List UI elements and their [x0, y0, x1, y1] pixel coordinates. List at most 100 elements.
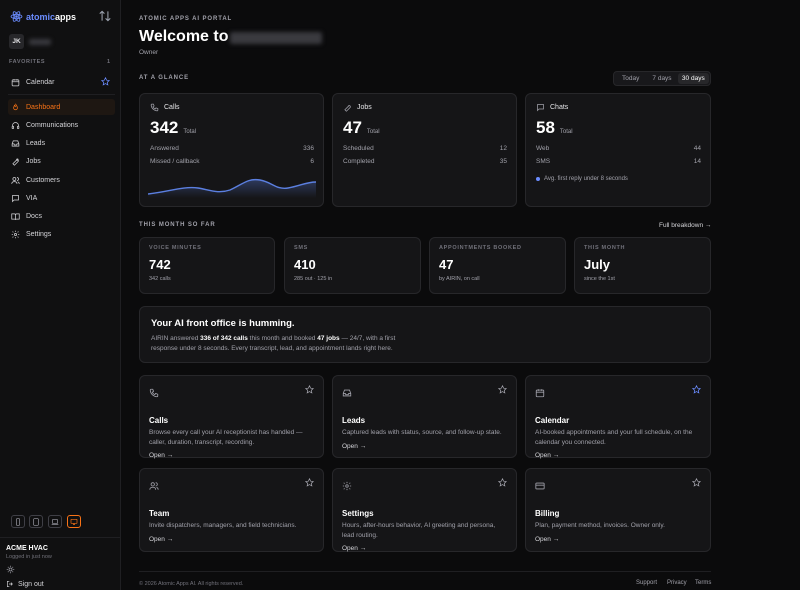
sun-icon[interactable]	[6, 565, 15, 574]
inbox-icon	[11, 140, 20, 146]
sidebar-item-jobs[interactable]: Jobs	[8, 153, 115, 169]
favorites-label: FAVORITES	[9, 59, 46, 65]
footer-link-support[interactable]: Support	[636, 580, 658, 586]
month-label: THIS MONTH SO FAR	[139, 222, 216, 228]
sidebar-item-dashboard[interactable]: Dashboard	[8, 99, 115, 115]
calls-total-value: 342	[150, 118, 179, 137]
feature-open-link[interactable]: Open →	[535, 535, 560, 543]
feature-desc: Invite dispatchers, managers, and field …	[149, 521, 314, 531]
feature-desc: Captured leads with status, source, and …	[342, 428, 507, 438]
feature-open-link[interactable]: Open →	[149, 535, 174, 543]
feature-desc-line: Plan, payment method, invoices. Owner on…	[535, 522, 665, 529]
range-7days-tab[interactable]: 7 days	[652, 75, 672, 82]
sidebar-item-label: Leads	[26, 139, 46, 147]
book-icon	[11, 213, 20, 220]
sidebar-item-communications[interactable]: Communications	[8, 117, 115, 133]
account-status: Logged in just now	[6, 554, 52, 560]
feature-card-team[interactable]: Team Invite dispatchers, managers, and f…	[139, 468, 324, 552]
row-label: Answered	[150, 145, 179, 152]
feature-desc-line: caller, duration, transcript, recording.	[149, 438, 255, 446]
month-card-value: 742	[149, 257, 171, 272]
feature-card-settings[interactable]: Settings Hours, after-hours behavior, AI…	[332, 468, 517, 552]
star-icon[interactable]	[305, 478, 314, 487]
feature-desc-line: Browse every call your AI receptionist h…	[149, 429, 303, 436]
feature-open-link[interactable]: Open →	[149, 452, 174, 459]
calls-total: 342 Total	[150, 118, 196, 138]
feature-title: Leads	[342, 416, 366, 425]
star-icon[interactable]	[101, 77, 110, 86]
feature-card-leads[interactable]: Leads Captured leads with status, source…	[332, 375, 517, 458]
feature-title: Calls	[149, 416, 169, 425]
status-dot-icon	[536, 177, 540, 181]
row-value: 44	[693, 145, 701, 152]
feature-desc: Browse every call your AI receptionist h…	[149, 428, 314, 447]
feature-desc-line: AI-booked appointments and your full sch…	[535, 429, 693, 436]
feature-card-calendar[interactable]: Calendar AI-booked appointments and your…	[525, 375, 711, 459]
star-icon[interactable]	[692, 478, 701, 487]
row-value: 14	[693, 158, 701, 165]
row-label: Scheduled	[343, 145, 374, 152]
switch-sort-icon[interactable]	[98, 9, 112, 23]
blurred-company-name	[230, 32, 322, 44]
star-icon[interactable]	[305, 385, 314, 394]
range-today-tab[interactable]: Today	[621, 75, 640, 82]
user-avatar[interactable]: JK	[9, 34, 24, 49]
sidebar-item-docs[interactable]: Docs	[8, 208, 115, 224]
feature-title: Calendar	[535, 416, 570, 425]
banner-text-part: AIRIN answered	[151, 335, 201, 342]
device-desktop-button[interactable]	[67, 515, 81, 528]
jobs-stat-card[interactable]: Jobs 47 Total Scheduled 12 Completed 35	[332, 93, 517, 207]
sidebar-item-leads[interactable]: Leads	[8, 135, 115, 151]
footer-copyright: © 2026 Atomic Apps AI. All rights reserv…	[139, 581, 244, 587]
blurred-user-name	[29, 39, 51, 45]
footer-link-privacy[interactable]: Privacy	[667, 580, 687, 586]
feature-desc: AI-booked appointments and your full sch…	[535, 428, 701, 447]
users-icon	[149, 482, 159, 490]
calls-total-unit: Total	[183, 129, 197, 135]
row-value: 12	[499, 145, 507, 152]
feature-desc: Plan, payment method, invoices. Owner on…	[535, 521, 701, 531]
star-icon[interactable]	[692, 385, 701, 394]
device-laptop-button[interactable]	[48, 515, 62, 528]
chats-total-unit: Total	[559, 129, 573, 135]
signout-button[interactable]: Sign out	[6, 580, 44, 588]
device-phone-button[interactable]	[11, 515, 25, 528]
account-name: ACME HVAC	[6, 545, 48, 552]
full-breakdown-link[interactable]: Full breakdown →	[659, 222, 712, 229]
device-tablet-button[interactable]	[29, 515, 43, 528]
chat-icon	[12, 194, 19, 202]
row-label: Completed	[343, 158, 375, 165]
sidebar-item-via[interactable]: VIA	[8, 190, 115, 206]
chats-stat-card[interactable]: Chats 58 Total Web 44 SMS 14 Avg. first …	[525, 93, 711, 207]
card-title: Calls	[150, 103, 180, 112]
users-icon	[11, 176, 20, 184]
star-icon[interactable]	[498, 478, 507, 487]
feature-card-billing[interactable]: Billing Plan, payment method, invoices. …	[525, 468, 711, 552]
jobs-total-unit: Total	[366, 129, 380, 135]
brand-name-part2: apps	[55, 11, 77, 22]
favorite-item-calendar[interactable]: Calendar	[8, 74, 115, 90]
card-icon	[535, 482, 545, 490]
feature-card-calls[interactable]: Calls Browse every call your AI receptio…	[139, 375, 324, 459]
divider	[8, 94, 115, 95]
feature-open-link[interactable]: Open →	[342, 442, 367, 450]
feature-open-link[interactable]: Open →	[342, 545, 367, 552]
sidebar-item-settings[interactable]: Settings	[8, 226, 115, 242]
month-card-sms: SMS 410 285 out · 125 in	[284, 237, 421, 294]
footer-link-terms[interactable]: Terms	[695, 580, 712, 586]
sidebar-item-label: VIA	[26, 194, 38, 202]
sidebar-item-customers[interactable]: Customers	[8, 172, 115, 188]
month-card-label: SMS	[294, 245, 309, 251]
feature-open-link[interactable]: Open →	[535, 452, 560, 459]
brand-logo[interactable]: atomicapps	[10, 10, 76, 23]
sidebar-item-label: Settings	[26, 230, 52, 238]
phone-icon	[16, 517, 20, 526]
calls-trend-sparkline	[148, 178, 316, 198]
calls-stat-card[interactable]: Calls 342 Total Answered 336 Missed / ca…	[139, 93, 324, 207]
banner-highlight-jobs: 47 jobs	[317, 335, 340, 342]
calls-row-answered: Answered 336	[150, 145, 314, 152]
star-icon[interactable]	[498, 385, 507, 394]
card-title-label: Calls	[164, 104, 180, 111]
banner-title: Your AI front office is humming.	[151, 318, 295, 329]
range-30days-tab[interactable]: 30 days	[677, 73, 709, 84]
